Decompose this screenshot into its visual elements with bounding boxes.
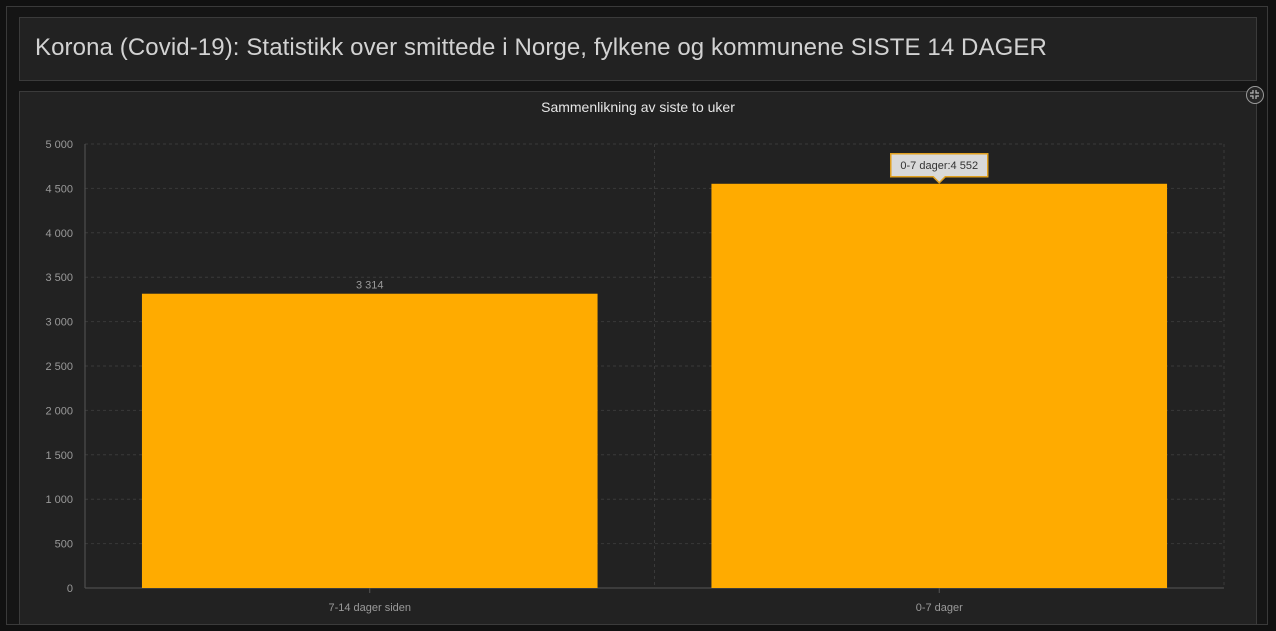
expand-widget-button[interactable] [1246, 86, 1264, 104]
y-tick-label: 1 500 [45, 450, 73, 462]
y-tick-label: 2 000 [45, 405, 73, 417]
x-tick-label: 7-14 dager siden [328, 602, 411, 614]
y-tick-label: 3 500 [45, 272, 73, 284]
y-tick-label: 2 500 [45, 361, 73, 373]
y-tick-label: 4 500 [45, 183, 73, 195]
tooltip-box [890, 153, 989, 184]
chart-title: Sammenlikning av siste to uker [541, 99, 735, 115]
collapse-arrows-icon [1250, 90, 1259, 99]
y-tick-label: 0 [67, 583, 73, 595]
y-tick-label: 4 000 [45, 228, 73, 240]
bar [711, 183, 1168, 588]
header-panel: Korona (Covid-19): Statistikk over smitt… [19, 17, 1257, 81]
page-title: Korona (Covid-19): Statistikk over smitt… [35, 34, 1047, 61]
y-tick-label: 1 000 [45, 494, 73, 506]
y-tick-label: 3 000 [45, 317, 73, 329]
y-tick-label: 500 [55, 539, 73, 551]
y-tick-label: 5 000 [45, 139, 73, 151]
tooltip-text: 0-7 dager:4 552 [900, 160, 978, 172]
data-label: 3 314 [356, 280, 384, 292]
x-tick-label: 0-7 dager [916, 602, 963, 614]
bar [141, 293, 598, 588]
